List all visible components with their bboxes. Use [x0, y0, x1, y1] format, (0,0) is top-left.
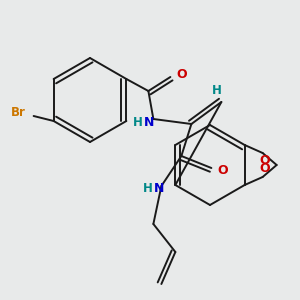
- Text: Br: Br: [11, 106, 26, 119]
- Text: H: H: [142, 182, 152, 194]
- Text: H: H: [212, 83, 221, 97]
- Text: N: N: [154, 182, 165, 194]
- Text: O: O: [259, 163, 270, 176]
- Text: O: O: [176, 68, 187, 82]
- Text: O: O: [218, 164, 228, 176]
- Text: H: H: [132, 116, 142, 130]
- Text: N: N: [144, 116, 154, 130]
- Text: O: O: [259, 154, 270, 167]
